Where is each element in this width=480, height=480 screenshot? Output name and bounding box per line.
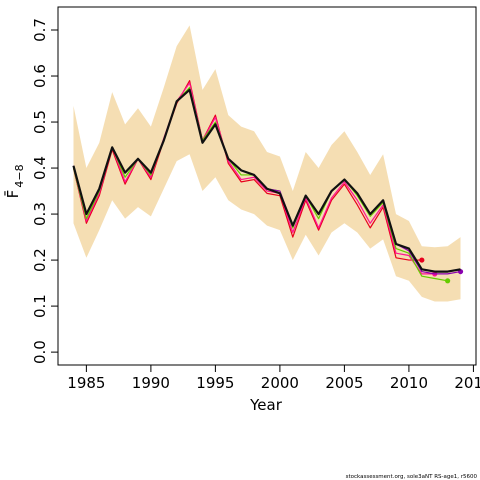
y-axis-title-subscript: 4−8 bbox=[13, 164, 26, 187]
confidence-band bbox=[73, 25, 461, 302]
y-tick-label-group: 0.1 bbox=[31, 294, 49, 318]
plot-frame bbox=[57, 6, 477, 366]
y-tick-label-group: 0.6 bbox=[31, 64, 49, 88]
y-tick-label-group: 0.3 bbox=[31, 202, 49, 226]
y-axis-title-group: F̄ 4−8 bbox=[3, 164, 26, 198]
y-tick-label: 0.5 bbox=[31, 110, 49, 134]
y-tick-label: 0.3 bbox=[31, 202, 49, 226]
x-tick-label: 2005 bbox=[325, 374, 363, 392]
x-tick-label: 2010 bbox=[390, 374, 428, 392]
y-tick-label: 0.0 bbox=[31, 340, 49, 364]
x-axis-title: Year bbox=[249, 396, 283, 414]
footnote: stockassessment.org, sole3aNT RS-age1, r… bbox=[346, 474, 478, 480]
y-tick-label-group: 0.5 bbox=[31, 110, 49, 134]
x-tick-label: 1985 bbox=[67, 374, 105, 392]
y-tick-label: 0.6 bbox=[31, 64, 49, 88]
y-axis-title: F̄ bbox=[3, 190, 22, 199]
x-tick-label: 2015 bbox=[454, 374, 480, 392]
y-tick-label-group: 0.2 bbox=[31, 248, 49, 272]
series-line bbox=[72, 82, 435, 275]
x-tick-label: 1990 bbox=[132, 374, 170, 392]
series-line bbox=[72, 88, 461, 273]
y-tick-label: 0.4 bbox=[31, 156, 49, 180]
end-point bbox=[445, 278, 451, 284]
y-tick-label-group: 0.0 bbox=[31, 340, 49, 364]
y-tick-label-group: 0.4 bbox=[31, 156, 49, 180]
end-point bbox=[419, 257, 425, 263]
y-tick-label: 0.1 bbox=[31, 294, 49, 318]
y-tick-label-group: 0.7 bbox=[31, 18, 49, 42]
x-tick-label: 2000 bbox=[261, 374, 299, 392]
y-tick-label: 0.7 bbox=[31, 18, 49, 42]
x-tick-label: 1995 bbox=[196, 374, 234, 392]
y-tick-label: 0.2 bbox=[31, 248, 49, 272]
